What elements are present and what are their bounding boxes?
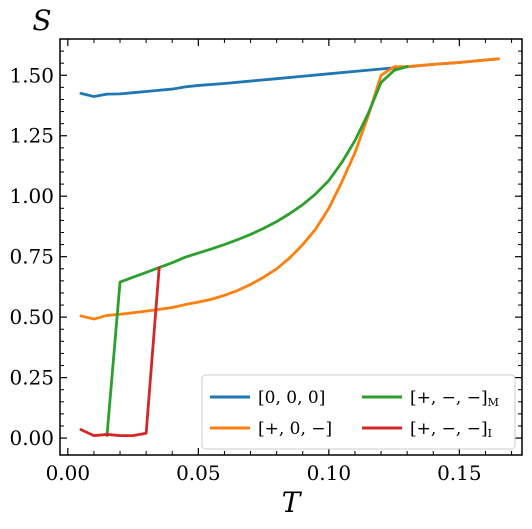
legend-label-0: [0, 0, 0] xyxy=(258,388,325,408)
x-tick-label: 0.05 xyxy=(176,461,221,485)
y-tick-label: 0.25 xyxy=(9,366,54,390)
series-line-3 xyxy=(79,266,161,438)
series-line-1 xyxy=(79,57,500,321)
legend-label-subscript: M xyxy=(488,396,499,409)
x-axis-title: T xyxy=(282,486,303,519)
legend-label-subscript: I xyxy=(488,427,492,440)
plot-frame xyxy=(59,38,523,456)
legend-box xyxy=(201,374,516,450)
y-tick-label: 1.50 xyxy=(9,63,54,87)
y-tick-label: 1.00 xyxy=(9,184,54,208)
x-tick-label: 0.10 xyxy=(307,461,352,485)
x-tick-label: 0.00 xyxy=(46,461,91,485)
legend-label-2: [+, 0, −] xyxy=(258,419,332,439)
y-tick-label: 0.75 xyxy=(9,245,54,269)
legend-label-base: [+, −, −] xyxy=(410,388,488,408)
x-tick-label: 0.15 xyxy=(437,461,482,485)
y-tick-label: 1.25 xyxy=(9,124,54,148)
series-line-2 xyxy=(105,65,409,438)
legend-label-3: [+, −, −]I xyxy=(410,419,492,440)
legend-label-base: [0, 0, 0] xyxy=(258,388,325,408)
legend-label-base: [+, −, −] xyxy=(410,419,488,439)
series-layer xyxy=(79,57,500,438)
legend: [0, 0, 0] [+, −, −]M[+, 0, −] [+, −, −]I xyxy=(201,374,516,450)
legend-label-1: [+, −, −]M xyxy=(410,388,499,409)
y-tick-label: 0.00 xyxy=(9,426,54,450)
y-tick-label: 0.50 xyxy=(9,305,54,329)
legend-label-base: [+, 0, −] xyxy=(258,419,332,439)
y-axis-title: S xyxy=(32,4,51,37)
tick-layer: 0.00 0.05 0.10 0.15 0.00 0.25 0.50 0.75 1.00 1.25… xyxy=(9,39,522,485)
